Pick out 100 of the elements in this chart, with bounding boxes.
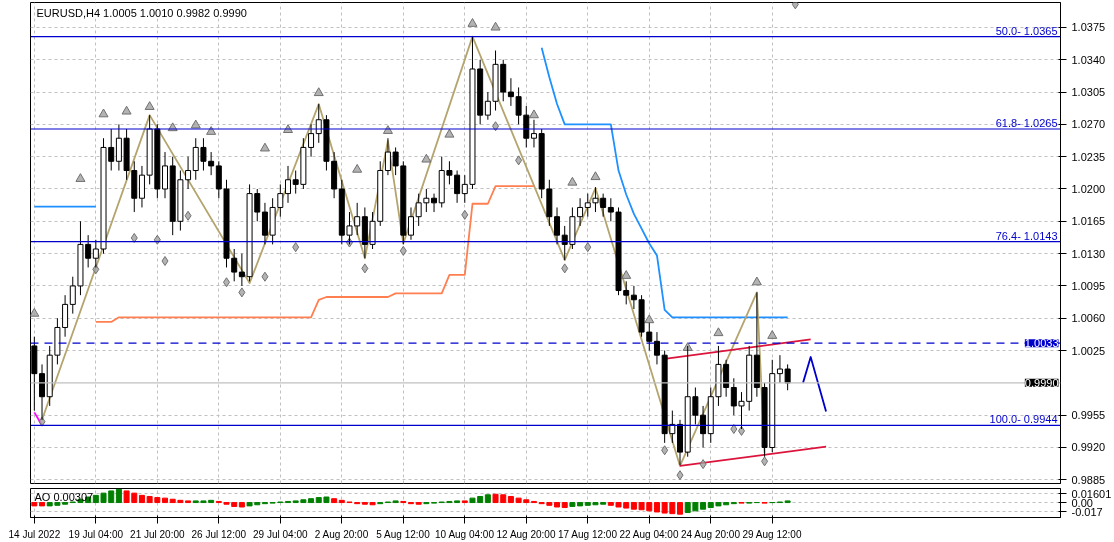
point xyxy=(661,445,669,456)
annotation: 50.0- 1.0365 xyxy=(995,24,1058,37)
y-tick-label: 1.0375 xyxy=(1071,21,1106,34)
chart-title: EURUSD,H4 1.0005 1.0010 0.9982 0.9990 xyxy=(36,6,247,19)
y-tick-label: 1.0270 xyxy=(1071,118,1106,131)
x-tick-label: 22 Aug 04:00 xyxy=(619,528,679,540)
annotation: 100.0- 0.9944 xyxy=(989,413,1058,426)
candlestick xyxy=(507,77,514,107)
point xyxy=(313,87,324,97)
point xyxy=(352,163,363,173)
point xyxy=(184,210,192,221)
y-tick-label: 0.9885 xyxy=(1071,473,1106,486)
line-series xyxy=(94,185,535,323)
point xyxy=(361,263,369,274)
annotation: AO 0.00307 xyxy=(34,490,94,503)
point xyxy=(238,287,246,298)
point xyxy=(461,209,469,220)
x-tick-label: 2 Aug 20:00 xyxy=(314,528,369,540)
x-tick-label: 14 Jul 2022 xyxy=(8,528,61,540)
bar xyxy=(484,494,491,504)
point xyxy=(98,108,109,118)
point xyxy=(259,142,270,152)
bar xyxy=(561,502,568,509)
bar xyxy=(554,502,561,508)
y-tick-label: 1.0165 xyxy=(1071,215,1106,228)
candlestick xyxy=(162,151,169,199)
candlestick xyxy=(554,206,561,245)
bar xyxy=(677,502,684,515)
point xyxy=(399,245,407,256)
candlestick xyxy=(407,206,414,241)
candlestick xyxy=(700,405,707,448)
point xyxy=(567,176,578,186)
candlestick xyxy=(515,86,522,125)
candlestick xyxy=(185,156,192,190)
y-tick-label: 1.0235 xyxy=(1071,150,1106,163)
candlestick xyxy=(484,91,491,121)
candlestick xyxy=(354,202,361,236)
point xyxy=(761,456,769,467)
candlestick xyxy=(523,105,530,148)
x-tick-label: 5 Aug 12:00 xyxy=(376,528,431,540)
candlestick xyxy=(208,151,215,176)
point xyxy=(292,242,300,253)
x-tick-label: 29 Jul 04:00 xyxy=(253,528,308,540)
y-tick-label: 1.0130 xyxy=(1071,247,1106,260)
x-tick-label: 19 Jul 04:00 xyxy=(68,528,124,540)
x-tick-label: 10 Aug 04:00 xyxy=(435,528,495,540)
point xyxy=(92,264,100,275)
point xyxy=(223,277,231,288)
x-tick-label: 17 Aug 12:00 xyxy=(558,528,618,540)
point xyxy=(751,276,762,286)
point xyxy=(621,270,632,279)
point xyxy=(738,425,746,436)
annotation: 76.4- 1.0143 xyxy=(995,229,1058,242)
point xyxy=(644,314,655,324)
point xyxy=(528,109,539,119)
y-tick-label: 1.0095 xyxy=(1071,279,1106,292)
candlestick xyxy=(231,248,238,282)
point xyxy=(490,21,501,31)
bar xyxy=(331,498,338,504)
candlestick xyxy=(415,193,422,227)
x-tick-label: 21 Jul 20:00 xyxy=(130,528,186,540)
y-tick-label: 1.0200 xyxy=(1071,182,1106,195)
x-tick-label: 12 Aug 20:00 xyxy=(496,528,556,540)
point xyxy=(190,119,201,129)
point xyxy=(713,327,724,337)
ref-line-label: 1.0033 xyxy=(1024,337,1059,350)
y-tick-label: 1.0305 xyxy=(1071,86,1106,99)
bar xyxy=(115,488,122,504)
x-tick-label: 26 Jul 12:00 xyxy=(191,528,247,540)
y-tick-label: 0.9955 xyxy=(1071,409,1106,422)
point xyxy=(75,173,86,182)
candlestick xyxy=(530,119,537,148)
point xyxy=(121,105,132,115)
y-tick-label: 1.0340 xyxy=(1071,53,1106,66)
bar xyxy=(39,502,46,507)
line-series xyxy=(540,46,789,319)
point xyxy=(144,101,155,110)
y-tick-label: 1.0060 xyxy=(1071,312,1106,325)
y-tick-label: 1.0025 xyxy=(1071,344,1106,357)
bar xyxy=(162,497,169,504)
candlestick xyxy=(630,285,637,310)
point xyxy=(130,232,138,243)
ref-line-label: 0.9990 xyxy=(1024,376,1059,389)
point xyxy=(161,256,169,266)
candlestick xyxy=(454,170,461,204)
candlestick xyxy=(215,160,222,199)
bar xyxy=(238,502,245,508)
point xyxy=(444,128,455,138)
candlestick xyxy=(577,197,584,227)
point xyxy=(767,330,778,339)
point xyxy=(515,155,523,166)
candlestick xyxy=(138,165,145,208)
point xyxy=(30,307,40,317)
point xyxy=(699,459,707,470)
point xyxy=(421,153,432,163)
point xyxy=(584,242,592,253)
candlestick xyxy=(285,165,291,204)
bar xyxy=(31,502,38,507)
point xyxy=(730,424,738,435)
point xyxy=(467,18,478,27)
